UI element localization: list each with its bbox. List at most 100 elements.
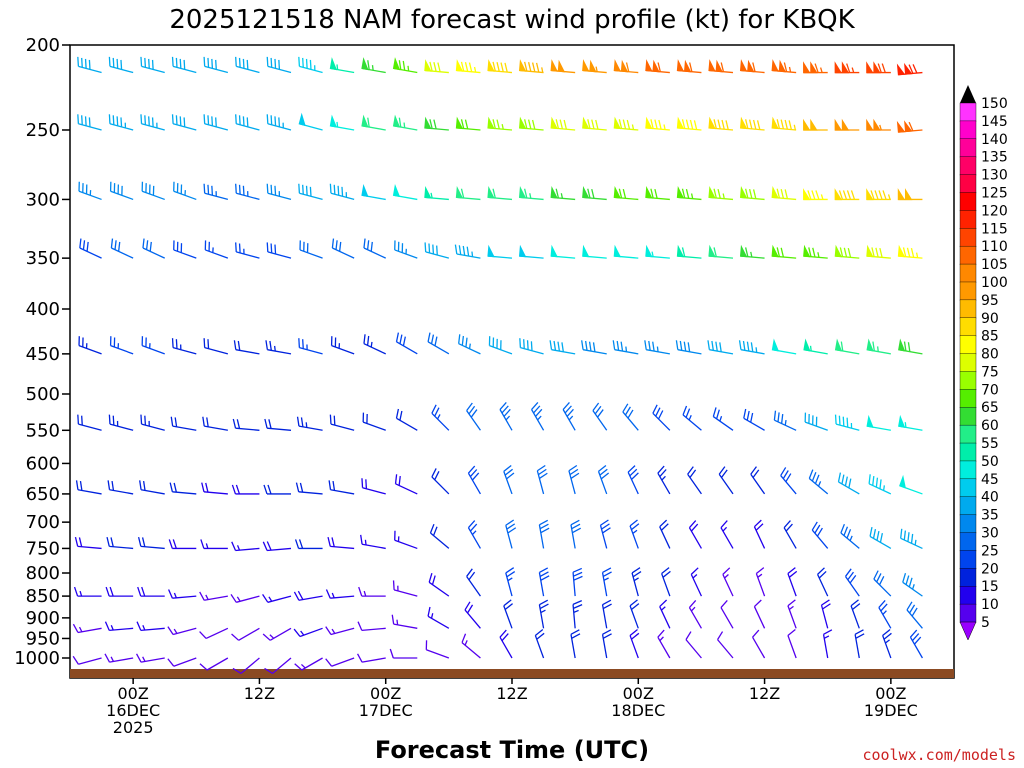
x-tick-label: 00Z (370, 684, 401, 703)
wind-barb (622, 403, 639, 431)
wind-barb (505, 519, 517, 549)
colorbar-swatch (959, 407, 977, 426)
wind-barb (803, 118, 828, 131)
wind-barb (866, 414, 891, 431)
wind-barb (739, 186, 765, 201)
wind-barb (722, 567, 734, 597)
x-tick-label: 17DEC (359, 701, 413, 720)
wind-barb (690, 567, 703, 597)
wind-barb (431, 404, 450, 431)
wind-barb (361, 57, 386, 74)
wind-barb (294, 539, 323, 550)
y-tick-label: 800 (26, 563, 60, 584)
wind-barb (550, 116, 576, 131)
wind-barb (783, 520, 797, 549)
wind-barb (808, 469, 829, 495)
wind-barb (803, 244, 828, 259)
wind-barb (613, 59, 639, 74)
wind-barb (487, 186, 513, 201)
wind-barb (467, 465, 481, 495)
wind-barb (597, 464, 610, 495)
y-tick-label: 1000 (14, 648, 60, 669)
credit-label[interactable]: coolwx.com/models (862, 746, 1016, 764)
wind-barb (834, 338, 860, 355)
wind-barb (331, 238, 355, 259)
wind-barb (676, 186, 702, 201)
wind-barb (753, 599, 766, 629)
wind-barb (428, 573, 450, 597)
wind-barb (582, 59, 607, 74)
wind-barb (519, 338, 544, 355)
wind-barb (854, 629, 865, 659)
wind-barb (503, 464, 515, 495)
wind-barb (266, 242, 292, 259)
wind-barb (601, 567, 612, 597)
wind-barb (325, 626, 355, 636)
colorbar-label: 20 (981, 561, 999, 577)
colorbar-swatch (959, 156, 977, 176)
wind-barb (431, 468, 450, 495)
chart-title: 2025121518 NAM forecast wind profile (kt… (169, 5, 855, 35)
wind-barb (866, 244, 891, 259)
wind-barb (199, 657, 229, 671)
wind-barb (299, 240, 323, 259)
colorbar-label: 5 (981, 615, 990, 631)
wind-barb (424, 59, 449, 74)
y-tick-label: 450 (26, 344, 60, 365)
colorbar-swatch (959, 245, 977, 265)
wind-barb (738, 340, 765, 355)
wind-barb (676, 116, 702, 131)
wind-barb (866, 118, 891, 131)
wind-barb (298, 112, 323, 131)
wind-barb (657, 629, 671, 659)
wind-barb (168, 539, 197, 550)
y-tick-label: 550 (26, 420, 60, 441)
colorbar-label: 55 (981, 436, 999, 452)
wind-barbs (72, 56, 923, 674)
wind-barb (137, 586, 165, 597)
y-tick-label: 250 (26, 120, 60, 141)
wind-barb (262, 594, 292, 603)
wind-barb (572, 600, 583, 629)
colorbar-label: 105 (981, 257, 1008, 273)
wind-barb (708, 59, 734, 74)
wind-barb (262, 627, 292, 641)
wind-barb (582, 244, 607, 259)
colorbar-label: 25 (981, 543, 999, 559)
wind-barb (873, 570, 892, 597)
wind-barb (106, 536, 134, 550)
y-tick-label: 400 (26, 299, 60, 320)
ground-strip (70, 669, 954, 678)
wind-barb (360, 534, 386, 550)
wind-barb (659, 519, 671, 549)
wind-barb (203, 114, 229, 131)
x-axis-label: Forecast Time (UTC) (375, 736, 649, 764)
colorbar-label: 45 (981, 472, 999, 488)
colorbar-swatch (959, 586, 977, 605)
wind-barb (816, 567, 829, 597)
y-tick-label: 300 (26, 189, 60, 210)
wind-barb (834, 188, 860, 201)
colorbar-swatch (959, 532, 977, 552)
wind-barb (357, 621, 386, 632)
wind-barb (688, 520, 702, 549)
colorbar-swatch (959, 496, 977, 516)
colorbar-swatch (959, 263, 977, 283)
wind-barb (427, 332, 450, 355)
wind-barb (329, 183, 355, 201)
wind-barb (392, 57, 418, 74)
wind-barb (840, 523, 860, 549)
wind-barb (675, 340, 702, 355)
wind-barb (464, 601, 481, 629)
wind-barb (676, 59, 702, 74)
wind-barb (488, 336, 513, 355)
wind-barb (330, 336, 355, 355)
wind-barb (652, 404, 671, 431)
wind-barb (581, 340, 607, 355)
wind-barb (645, 186, 670, 201)
wind-barb (394, 474, 418, 495)
wind-barb (708, 244, 734, 259)
wind-barb (534, 629, 545, 659)
x-tick-label: 19DEC (864, 701, 918, 720)
